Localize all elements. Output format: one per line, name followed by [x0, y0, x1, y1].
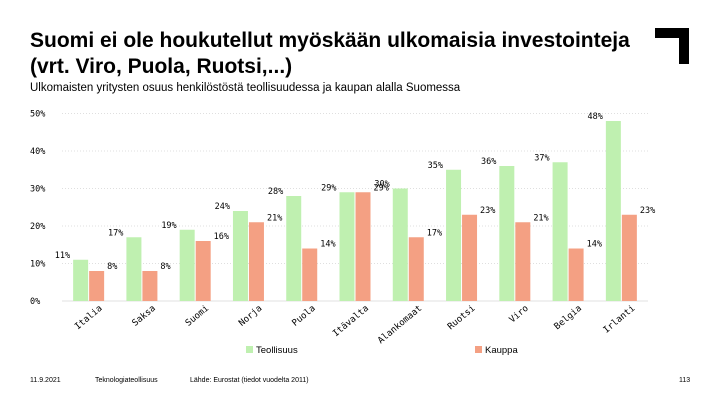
bar-kauppa [195, 241, 211, 301]
x-tick-label: Belgia [553, 304, 584, 333]
legend-label-kauppa: Kauppa [485, 345, 518, 356]
data-label-kauppa: 29% [374, 183, 389, 193]
bar-kauppa [302, 248, 318, 301]
bar-kauppa [462, 214, 478, 301]
legend-swatch-teollisuus [246, 346, 253, 353]
legend-label-teollisuus: Teollisuus [256, 345, 298, 356]
data-label-teollisuus: 24% [215, 202, 230, 212]
bar-teollisuus [73, 259, 89, 301]
data-label-teollisuus: 35% [428, 161, 443, 171]
bar-teollisuus [179, 229, 195, 301]
page-number: 113 [679, 377, 691, 384]
y-tick-label: 20% [30, 222, 45, 232]
data-label-teollisuus: 29% [321, 183, 336, 193]
bar-teollisuus [392, 188, 408, 301]
data-label-teollisuus: 11% [55, 251, 70, 261]
bar-chart: 0% 10% 20% 30% 40% 50% 11% 8% Italia 17% 8% Saksa 19… [30, 110, 655, 357]
data-label-teollisuus: 36% [481, 157, 496, 167]
y-tick-label: 50% [30, 110, 45, 120]
bar-kauppa [89, 271, 105, 301]
x-tick-label: Italia [73, 304, 104, 333]
bar-kauppa [142, 271, 158, 301]
bar-kauppa [568, 248, 584, 301]
data-label-kauppa: 16% [214, 232, 229, 242]
footer-date: 11.9.2021 [30, 377, 61, 384]
logo-shape [655, 28, 689, 64]
x-tick-label: Puola [290, 304, 317, 329]
data-label-teollisuus: 37% [534, 153, 549, 163]
bar-teollisuus [126, 237, 142, 301]
y-tick-label: 10% [30, 260, 45, 270]
bar-teollisuus [446, 169, 462, 301]
footer-org: Teknologiateollisuus [95, 377, 158, 384]
bar-kauppa [621, 214, 637, 301]
bar-kauppa [408, 237, 424, 301]
data-label-teollisuus: 30% [374, 180, 389, 190]
data-label-kauppa: 21% [267, 213, 282, 223]
slide-title: Suomi ei ole houkutellut myöskään ulkoma… [30, 29, 630, 78]
x-tick-label: Suomi [184, 304, 211, 329]
x-tick-label: Viro [508, 304, 531, 326]
x-tick-label: Itävalta [331, 304, 371, 340]
bar-teollisuus [339, 192, 355, 301]
bar-teollisuus [232, 211, 248, 301]
y-tick-label: 40% [30, 147, 45, 157]
x-tick-label: Norja [237, 304, 264, 329]
data-label-teollisuus: 48% [588, 112, 603, 122]
data-label-kauppa: 21% [533, 213, 548, 223]
x-tick-label: Saksa [131, 304, 158, 329]
logo-corner-icon [655, 28, 689, 64]
x-tick-label: Ruotsi [446, 304, 477, 333]
y-tick-label: 30% [30, 185, 45, 195]
footer-source: Lähde: Eurostat (tiedot vuodelta 2011) [190, 377, 309, 384]
data-label-kauppa: 23% [640, 206, 655, 216]
bar-teollisuus [552, 162, 568, 301]
data-label-kauppa: 8% [107, 262, 117, 272]
x-tick-label: Irlanti [602, 304, 637, 336]
bar-kauppa [515, 222, 531, 301]
data-label-teollisuus: 17% [108, 228, 123, 238]
data-label-kauppa: 23% [480, 206, 495, 216]
data-label-teollisuus: 19% [161, 221, 176, 231]
legend-swatch-kauppa [475, 346, 482, 353]
data-label-teollisuus: 28% [268, 187, 283, 197]
y-tick-label: 0% [30, 297, 40, 307]
data-label-kauppa: 14% [587, 240, 602, 250]
data-label-kauppa: 8% [160, 262, 170, 272]
data-label-kauppa: 14% [320, 240, 335, 250]
bar-teollisuus [499, 166, 515, 301]
bar-teollisuus [286, 196, 302, 301]
x-tick-label: Alankomaat [376, 304, 424, 346]
bar-teollisuus [605, 121, 621, 301]
data-label-kauppa: 17% [427, 228, 442, 238]
chart-subtitle: Ulkomaisten yritysten osuus henkilöstöst… [30, 82, 461, 94]
bar-kauppa [248, 222, 264, 301]
bar-kauppa [355, 192, 371, 301]
